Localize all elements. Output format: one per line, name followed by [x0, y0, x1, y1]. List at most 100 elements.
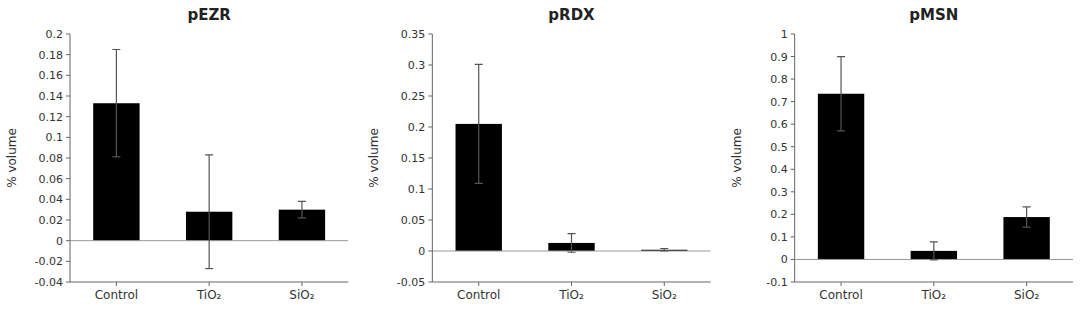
error-bar	[1023, 207, 1031, 227]
y-tick-label: 0.3	[770, 186, 788, 199]
x-tick	[1026, 282, 1027, 286]
y-tick	[791, 56, 795, 57]
x-tick-label: Control	[819, 288, 862, 302]
x-tick-label: SiO₂	[289, 288, 314, 302]
x-tick	[664, 282, 665, 286]
y-axis-line	[794, 34, 795, 282]
y-tick-label: 0	[781, 253, 788, 266]
y-tick-label: 0.5	[770, 141, 788, 154]
y-tick	[791, 191, 795, 192]
y-tick-label: 0.08	[39, 152, 64, 165]
x-tick-label: TiO₂	[921, 288, 947, 302]
y-tick-label: 0	[418, 245, 425, 258]
error-bar	[837, 57, 845, 131]
x-tick	[841, 282, 842, 286]
plot-area	[432, 64, 710, 252]
y-tick-label: 0.6	[770, 118, 788, 131]
x-tick-label: SiO₂	[1014, 288, 1039, 302]
y-tick	[791, 101, 795, 102]
y-tick-label: 0.04	[39, 193, 64, 206]
y-tick	[428, 282, 432, 283]
y-tick	[428, 189, 432, 190]
y-tick-label: 0.2	[46, 28, 64, 41]
y-tick	[66, 158, 70, 159]
y-tick	[66, 34, 70, 35]
y-tick	[791, 146, 795, 147]
error-bar	[930, 242, 938, 260]
y-tick	[66, 137, 70, 138]
y-axis-label: % volume	[367, 128, 381, 188]
panel: pRDX % volume -0.05 0 0.05 0.1 0.15 0.2 0.25 0.3 0…	[367, 6, 710, 302]
y-tick	[66, 261, 70, 262]
panel: pEZR% volume-0.04-0.0200.020.040.060.080…	[5, 6, 348, 302]
y-tick-label: -0.05	[397, 276, 425, 289]
x-tick	[301, 282, 302, 286]
x-tick	[209, 282, 210, 286]
y-tick	[791, 124, 795, 125]
y-tick-label: 1	[781, 28, 788, 41]
y-axis-label: % volume	[5, 128, 19, 188]
y-tick-label: 0	[56, 235, 63, 248]
y-tick-label: -0.02	[35, 255, 63, 268]
y-tick	[428, 127, 432, 128]
error-bar	[205, 155, 213, 269]
y-tick-label: 0.3	[408, 59, 426, 72]
x-tick-label: Control	[95, 288, 138, 302]
y-tick	[791, 34, 795, 35]
y-tick-label: 0.35	[401, 28, 426, 41]
x-tick-label: TiO₂	[196, 288, 222, 302]
y-tick	[66, 75, 70, 76]
y-tick	[791, 259, 795, 260]
y-tick-label: 0.1	[408, 183, 426, 196]
x-tick-label: Control	[457, 288, 500, 302]
y-tick-label: 0.15	[401, 152, 426, 165]
y-tick-label: 0.9	[770, 51, 788, 64]
y-axis-label: % volume	[730, 128, 744, 188]
x-tick-label: TiO₂	[558, 288, 584, 302]
y-tick-label: 0.2	[408, 121, 426, 134]
y-tick	[791, 282, 795, 283]
y-tick-label: 0.2	[770, 208, 788, 221]
y-tick	[791, 214, 795, 215]
y-tick-label: 0.14	[39, 90, 64, 103]
error-bar	[298, 201, 306, 218]
x-tick	[478, 282, 479, 286]
plot-area	[70, 50, 348, 269]
y-tick	[428, 251, 432, 252]
y-tick-label: 0.4	[770, 163, 788, 176]
y-tick	[791, 79, 795, 80]
x-tick	[116, 282, 117, 286]
y-axis-line	[432, 34, 433, 282]
y-tick	[66, 178, 70, 179]
error-bar	[475, 64, 483, 183]
y-tick	[428, 220, 432, 221]
y-tick-label: 0.12	[39, 111, 64, 124]
y-tick	[66, 116, 70, 117]
y-tick	[791, 236, 795, 237]
error-bar	[112, 50, 120, 157]
y-tick-label: 0.1	[770, 231, 788, 244]
y-tick-label: -0.04	[35, 276, 63, 289]
y-tick	[428, 96, 432, 97]
y-tick-label: 0.16	[39, 69, 64, 82]
y-axis-line	[70, 34, 71, 282]
panel: pMSN% volume-0.100.10.20.30.40.50.60.70.…	[730, 6, 1073, 302]
y-tick	[66, 199, 70, 200]
y-tick-label: -0.1	[766, 276, 787, 289]
figure: pEZR% volume-0.04-0.0200.020.040.060.080…	[0, 0, 1087, 312]
x-tick-label: SiO₂	[652, 288, 677, 302]
y-tick-label: 0.8	[770, 73, 788, 86]
error-bar	[660, 249, 668, 251]
x-tick	[571, 282, 572, 286]
y-tick	[428, 65, 432, 66]
y-tick	[66, 96, 70, 97]
x-tick	[933, 282, 934, 286]
y-tick-label: 0.05	[401, 214, 426, 227]
y-tick-label: 0.7	[770, 96, 788, 109]
y-tick-label: 0.1	[46, 131, 64, 144]
y-tick-label: 0.25	[401, 90, 426, 103]
title: pRDX	[548, 6, 595, 24]
y-tick	[791, 169, 795, 170]
plot-area	[795, 57, 1073, 260]
y-tick	[66, 282, 70, 283]
